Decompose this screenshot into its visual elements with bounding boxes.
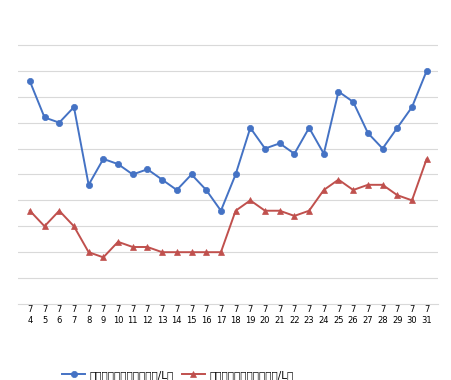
Legend: レギュラー看板価格（円/L）, レギュラー実売価格（円/L）: レギュラー看板価格（円/L）, レギュラー実売価格（円/L）: [58, 366, 297, 380]
レギュラー実売価格（円/L）: [71, 224, 77, 228]
レギュラー実売価格（円/L）: [276, 209, 282, 213]
レギュラー看板価格（円/L）: [364, 131, 370, 135]
レギュラー実売価格（円/L）: [144, 245, 150, 249]
レギュラー実売価格（円/L）: [364, 182, 370, 187]
レギュラー看板価格（円/L）: [42, 115, 47, 120]
Line: レギュラー看板価格（円/L）: レギュラー看板価格（円/L）: [27, 68, 429, 214]
レギュラー実売価格（円/L）: [232, 209, 238, 213]
レギュラー看板価格（円/L）: [335, 89, 341, 94]
レギュラー実売価格（円/L）: [262, 209, 267, 213]
レギュラー看板価格（円/L）: [101, 157, 106, 161]
レギュラー実売価格（円/L）: [320, 188, 326, 192]
レギュラー実売価格（円/L）: [423, 157, 428, 161]
レギュラー実売価格（円/L）: [159, 250, 165, 255]
レギュラー看板価格（円/L）: [189, 172, 194, 177]
レギュラー実売価格（円/L）: [86, 250, 91, 255]
レギュラー看板価格（円/L）: [218, 209, 223, 213]
レギュラー看板価格（円/L）: [291, 152, 296, 156]
レギュラー実売価格（円/L）: [218, 250, 223, 255]
レギュラー看板価格（円/L）: [247, 125, 253, 130]
レギュラー看板価格（円/L）: [86, 182, 91, 187]
レギュラー看板価格（円/L）: [27, 79, 32, 84]
レギュラー看板価格（円/L）: [56, 120, 62, 125]
レギュラー実売価格（円/L）: [247, 198, 253, 203]
レギュラー実売価格（円/L）: [130, 245, 135, 249]
レギュラー実売価格（円/L）: [379, 182, 384, 187]
レギュラー看板価格（円/L）: [276, 141, 282, 146]
レギュラー看板価格（円/L）: [379, 146, 384, 151]
レギュラー実売価格（円/L）: [42, 224, 47, 228]
レギュラー看板価格（円/L）: [262, 146, 267, 151]
レギュラー看板価格（円/L）: [115, 162, 120, 166]
レギュラー実売価格（円/L）: [56, 209, 62, 213]
レギュラー実売価格（円/L）: [394, 193, 399, 198]
レギュラー看板価格（円/L）: [144, 167, 150, 171]
レギュラー看板価格（円/L）: [350, 100, 355, 104]
レギュラー看板価格（円/L）: [394, 125, 399, 130]
レギュラー実売価格（円/L）: [408, 198, 414, 203]
レギュラー看板価格（円/L）: [203, 188, 208, 192]
レギュラー看板価格（円/L）: [408, 105, 414, 109]
レギュラー実売価格（円/L）: [335, 177, 341, 182]
レギュラー看板価格（円/L）: [71, 105, 77, 109]
レギュラー看板価格（円/L）: [174, 188, 179, 192]
レギュラー実売価格（円/L）: [350, 188, 355, 192]
レギュラー看板価格（円/L）: [232, 172, 238, 177]
レギュラー看板価格（円/L）: [423, 68, 428, 73]
レギュラー看板価格（円/L）: [130, 172, 135, 177]
レギュラー実売価格（円/L）: [203, 250, 208, 255]
レギュラー実売価格（円/L）: [189, 250, 194, 255]
Line: レギュラー実売価格（円/L）: レギュラー実売価格（円/L）: [27, 156, 429, 260]
レギュラー実売価格（円/L）: [115, 239, 120, 244]
レギュラー実売価格（円/L）: [27, 209, 32, 213]
レギュラー実売価格（円/L）: [101, 255, 106, 260]
レギュラー実売価格（円/L）: [174, 250, 179, 255]
レギュラー看板価格（円/L）: [306, 125, 311, 130]
レギュラー看板価格（円/L）: [320, 152, 326, 156]
レギュラー実売価格（円/L）: [291, 214, 296, 218]
レギュラー看板価格（円/L）: [159, 177, 165, 182]
レギュラー実売価格（円/L）: [306, 209, 311, 213]
